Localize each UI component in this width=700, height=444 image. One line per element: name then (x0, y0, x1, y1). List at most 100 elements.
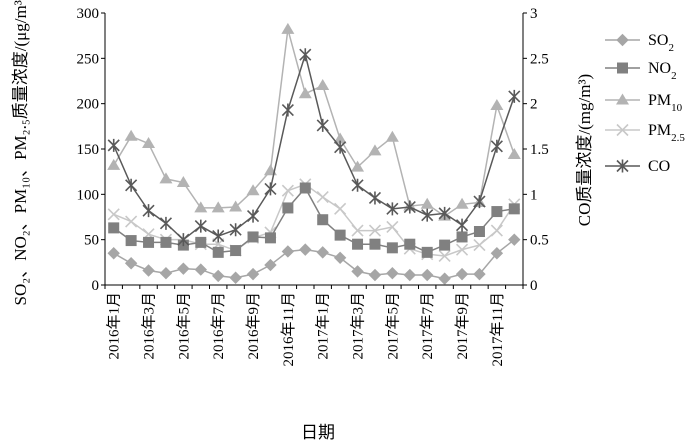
data-point (125, 178, 138, 192)
data-point (490, 139, 503, 153)
data-point (125, 215, 138, 228)
data-point (176, 176, 190, 188)
legend-label: SO2 (648, 32, 674, 54)
data-point (194, 219, 207, 233)
data-point (403, 200, 416, 214)
x-tick-label: 2017年11月 (489, 292, 506, 366)
data-point (159, 267, 173, 280)
series-co (107, 48, 521, 247)
series-no2 (108, 182, 520, 258)
data-point (229, 200, 243, 212)
data-point (229, 223, 242, 237)
data-point (439, 239, 451, 251)
y-tick-label-left: 0 (92, 278, 100, 294)
series-line (113, 51, 515, 241)
data-point (177, 233, 190, 247)
data-point (282, 202, 294, 214)
data-point (281, 103, 294, 117)
data-point (473, 239, 486, 252)
y-tick-label-left: 50 (84, 233, 99, 249)
data-point (473, 267, 486, 281)
data-point (316, 79, 330, 91)
legend-label: PM2.5 (648, 122, 685, 144)
data-point (264, 232, 276, 244)
x-tick-label: 2016年3月 (141, 292, 158, 360)
data-point (508, 89, 521, 103)
y-tick-label-right: 1 (530, 187, 538, 203)
data-point (508, 233, 521, 246)
data-point (142, 264, 155, 277)
data-point (438, 272, 451, 285)
y-tick-label-left: 250 (77, 51, 100, 67)
data-point (211, 201, 225, 213)
data-point (455, 267, 469, 281)
data-point (403, 268, 416, 282)
data-point (351, 160, 365, 172)
data-point (212, 246, 224, 258)
legend-label: NO2 (648, 60, 677, 82)
data-point (386, 220, 399, 234)
data-point (316, 118, 329, 132)
data-point (386, 202, 399, 216)
data-point (351, 178, 364, 192)
data-point (159, 216, 173, 230)
x-tick-label: 2016年1月 (106, 292, 123, 360)
legend-label: PM10 (648, 92, 683, 114)
data-point (246, 184, 260, 196)
x-tick-label: 2016年11月 (280, 292, 297, 366)
y-tick-label-left: 300 (77, 6, 100, 22)
series-line (113, 29, 515, 217)
data-point (334, 140, 347, 154)
data-point (386, 267, 399, 280)
data-point (143, 236, 155, 248)
x-tick-label: 2016年9月 (245, 292, 262, 360)
data-point (264, 258, 277, 272)
y-axis-title-right: CO质量浓度/(mg/m³) (575, 74, 594, 226)
data-point (107, 208, 120, 221)
data-point (490, 247, 504, 260)
data-point (107, 247, 120, 260)
data-point (281, 184, 294, 197)
x-tick-label: 2016年5月 (175, 292, 192, 360)
x-axis-title: 日期 (301, 423, 335, 442)
data-point (421, 246, 433, 258)
data-point (616, 93, 629, 105)
legend-item-so2: SO2 (605, 32, 674, 54)
y-tick-label-right: 0 (530, 278, 538, 294)
data-point (194, 263, 207, 276)
data-point (351, 224, 364, 237)
x-tick-label: 2017年7月 (419, 292, 436, 360)
x-tick-label: 2017年1月 (315, 292, 332, 360)
data-point (177, 262, 190, 275)
data-point (368, 224, 382, 237)
data-point (617, 62, 628, 74)
y-tick-label-right: 2 (530, 97, 538, 113)
data-point (107, 138, 120, 152)
data-point (159, 172, 173, 184)
data-point (195, 236, 207, 248)
data-point (438, 249, 451, 263)
data-point (368, 144, 382, 156)
data-point (194, 201, 208, 213)
y-tick-label-right: 3 (530, 6, 538, 22)
legend: SO2 NO2 PM10 PM2.5 CO (605, 32, 685, 175)
data-point (108, 222, 120, 234)
x-tick-label: 2017年3月 (350, 292, 367, 360)
legend-item-pm10: PM10 (605, 92, 683, 114)
data-point (281, 22, 295, 34)
data-point (490, 98, 504, 110)
x-tick-label: 2017年5月 (384, 292, 401, 360)
data-point (334, 229, 346, 241)
data-point (455, 243, 469, 256)
data-point (404, 238, 416, 250)
data-point (508, 203, 520, 215)
data-point (212, 229, 225, 243)
data-point (299, 243, 312, 256)
data-point (299, 48, 312, 62)
data-point (616, 33, 629, 47)
series-so2 (107, 233, 521, 285)
data-point (246, 209, 260, 223)
data-point (455, 197, 469, 209)
data-point (212, 269, 225, 283)
